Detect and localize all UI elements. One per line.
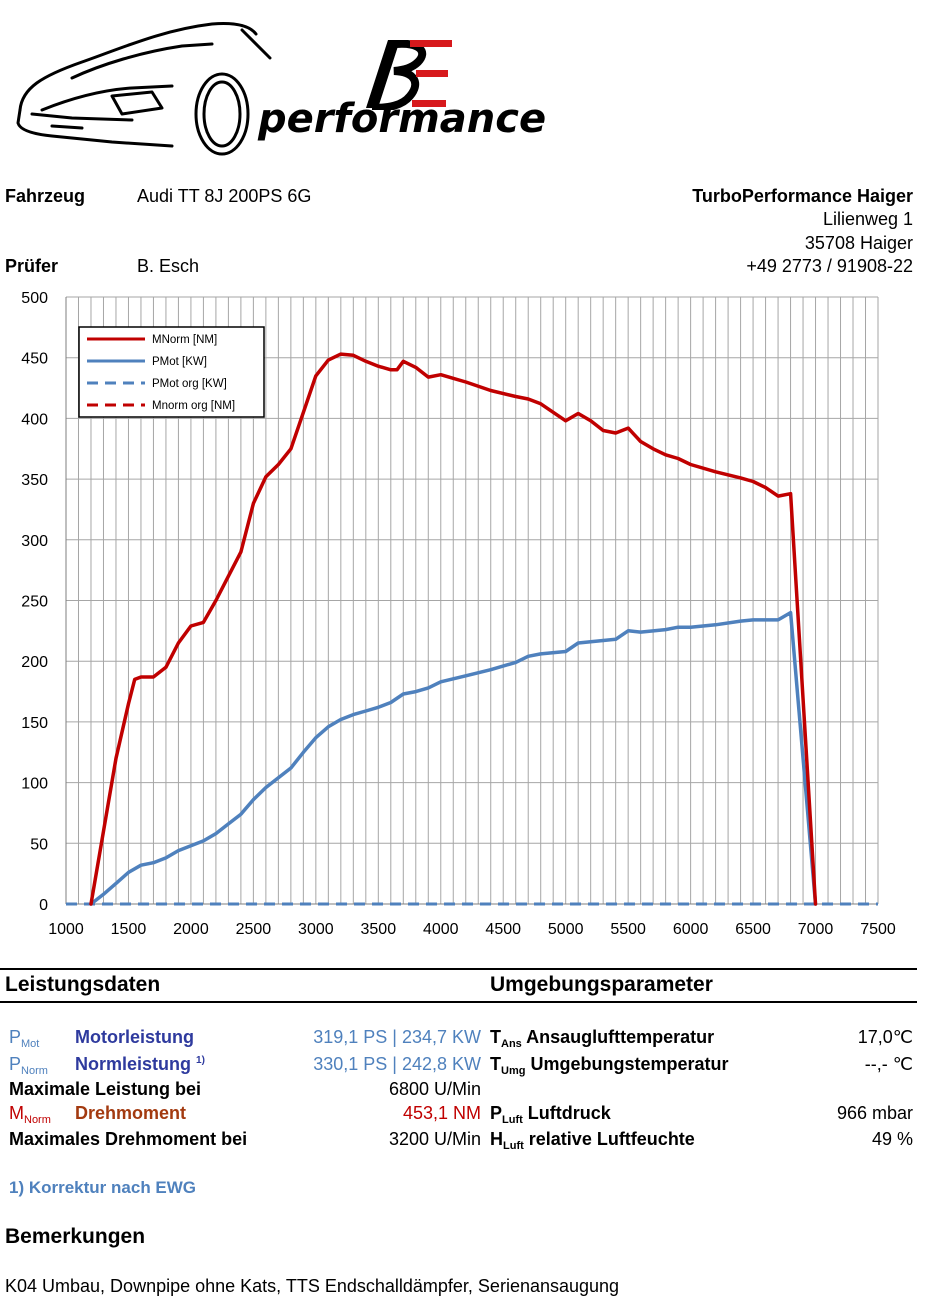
company-name: TurboPerformance Haiger bbox=[692, 186, 913, 206]
x-tick-label: 1000 bbox=[48, 921, 84, 938]
mnorm-symbol: MNorm bbox=[9, 1103, 51, 1126]
series-line-pmot-kw bbox=[89, 610, 818, 906]
tumg-value: --,- ℃ bbox=[864, 1054, 913, 1074]
x-tick-label: 3000 bbox=[298, 921, 334, 938]
tumg-row-label: TUmg Umgebungstemperatur bbox=[490, 1054, 729, 1077]
pmot-label: Motorleistung bbox=[75, 1027, 194, 1047]
y-tick-label: 450 bbox=[21, 351, 48, 368]
pluft-row-label: PLuft Luftdruck bbox=[490, 1103, 611, 1126]
footnote: 1) Korrektur nach EWG bbox=[9, 1178, 197, 1197]
y-tick-label: 150 bbox=[21, 715, 48, 732]
hluft-row-label: HLuft relative Luftfeuchte bbox=[490, 1129, 695, 1152]
remarks-text: K04 Umbau, Downpipe ohne Kats, TTS Endsc… bbox=[5, 1276, 620, 1296]
pnorm-symbol: PNorm bbox=[9, 1054, 48, 1077]
y-tick-label: 500 bbox=[21, 290, 48, 307]
max-torque-label: Maximales Drehmoment bei bbox=[9, 1129, 248, 1149]
x-tick-label: 1500 bbox=[111, 921, 147, 938]
x-tick-label: 7000 bbox=[798, 921, 834, 938]
pnorm-value: 330,1 PS | 242,8 KW bbox=[313, 1054, 481, 1074]
y-tick-label: 200 bbox=[21, 654, 48, 671]
mnorm-value: 453,1 NM bbox=[402, 1103, 481, 1123]
pmot-value: 319,1 PS | 234,7 KW bbox=[313, 1027, 481, 1047]
section-performance-title: Leistungsdaten bbox=[5, 973, 161, 996]
y-tick-label: 350 bbox=[21, 472, 48, 489]
company-city: 35708 Haiger bbox=[804, 233, 913, 253]
tester-value: B. Esch bbox=[137, 256, 200, 274]
remarks-title: Bemerkungen bbox=[5, 1225, 146, 1248]
pmot-symbol: PMot bbox=[9, 1027, 40, 1050]
hluft-value: 49 % bbox=[871, 1129, 913, 1149]
y-tick-label: 100 bbox=[21, 776, 48, 793]
max-power-value: 6800 U/Min bbox=[388, 1079, 481, 1099]
x-tick-label: 2000 bbox=[173, 921, 209, 938]
x-tick-label: 7500 bbox=[860, 921, 896, 938]
x-tick-label: 5000 bbox=[548, 921, 584, 938]
mnorm-label: Drehmoment bbox=[75, 1103, 187, 1123]
legend-box bbox=[78, 326, 265, 418]
y-tick-label: 400 bbox=[21, 411, 48, 428]
y-tick-label: 250 bbox=[21, 594, 48, 611]
x-tick-label: 6500 bbox=[735, 921, 771, 938]
legend-label: PMot [KW] bbox=[152, 356, 207, 368]
company-street: Lilienweg 1 bbox=[822, 209, 913, 229]
tans-value: 17,0℃ bbox=[857, 1027, 913, 1047]
vehicle-label: Fahrzeug bbox=[5, 186, 86, 206]
logo-text: performance bbox=[258, 96, 547, 142]
legend-label: PMot org [KW] bbox=[152, 378, 227, 390]
tans-row-label: TAns Ansauglufttemperatur bbox=[490, 1027, 715, 1050]
legend-label: MNorm [NM] bbox=[152, 334, 217, 346]
pnorm-label: Normleistung 1) bbox=[75, 1054, 205, 1074]
x-tick-label: 4500 bbox=[485, 921, 521, 938]
legend-label: Mnorm org [NM] bbox=[152, 400, 235, 412]
pluft-value: 966 mbar bbox=[836, 1103, 913, 1123]
y-tick-label: 50 bbox=[30, 836, 48, 853]
vehicle-value: Audi TT 8J 200PS 6G bbox=[137, 186, 312, 206]
be-logo-mark-icon bbox=[366, 40, 452, 110]
tester-label: Prüfer bbox=[5, 256, 59, 274]
x-tick-label: 5500 bbox=[610, 921, 646, 938]
x-tick-label: 4000 bbox=[423, 921, 459, 938]
x-tick-label: 2500 bbox=[236, 921, 272, 938]
x-tick-label: 6000 bbox=[673, 921, 709, 938]
section-environment-title: Umgebungsparameter bbox=[490, 973, 713, 996]
car-silhouette-icon bbox=[16, 22, 272, 156]
x-tick-label: 3500 bbox=[361, 921, 397, 938]
y-tick-label: 300 bbox=[21, 533, 48, 550]
y-tick-label: 0 bbox=[39, 897, 48, 914]
max-power-label: Maximale Leistung bei bbox=[9, 1079, 202, 1099]
series-line-mnorm-nm bbox=[89, 352, 818, 906]
dyno-chart: 0 50 100 150 200 250 300 350 400 450 500 1000 1500 20… bbox=[21, 290, 896, 938]
company-phone: +49 2773 / 91908-22 bbox=[746, 256, 913, 276]
max-torque-value: 3200 U/Min bbox=[388, 1129, 481, 1149]
